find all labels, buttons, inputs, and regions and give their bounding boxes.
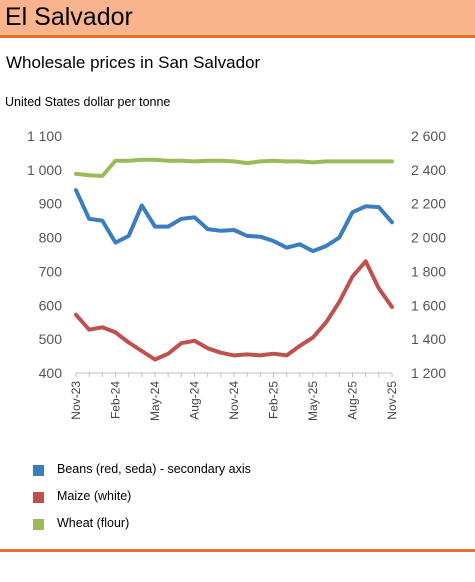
country-title: El Salvador [5, 3, 133, 31]
y-right-tick-label: 1 800 [411, 263, 446, 279]
x-tick-label: May-24 [148, 381, 162, 421]
legend-swatch-wheat [33, 519, 44, 530]
y-left-tick-label: 1 000 [27, 162, 62, 178]
unit-label: United States dollar per tonne [5, 95, 171, 109]
y-left-tick-label: 800 [39, 230, 63, 246]
x-tick-label: Nov-25 [385, 381, 399, 420]
title-banner: El Salvador [0, 0, 475, 38]
x-tick-label: Feb-25 [267, 381, 281, 419]
y-right-tick-label: 1 400 [411, 331, 446, 347]
series-line-wheat [74, 157, 394, 178]
y-left-tick-label: 600 [39, 297, 63, 313]
x-tick-label: May-25 [306, 381, 320, 421]
chart-subtitle: Wholesale prices in San Salvador [6, 53, 261, 72]
legend-swatch-maize [33, 492, 44, 503]
y-right-tick-label: 2 600 [411, 128, 446, 144]
legend-label-maize: Maize (white) [57, 489, 132, 503]
y-right-tick-label: 2 000 [411, 230, 446, 246]
y-right-tick-label: 2 200 [411, 196, 446, 212]
series-line-beans [74, 188, 394, 254]
y-right-tick-label: 1 600 [411, 297, 446, 313]
y-right-tick-label: 1 200 [411, 365, 446, 381]
series-line-maize [74, 259, 394, 362]
legend-swatch-beans [33, 465, 44, 476]
legend-label-beans: Beans (red, seda) - secondary axis [57, 462, 251, 476]
x-tick-label: Aug-24 [188, 381, 202, 420]
y-left-tick-label: 900 [39, 196, 63, 212]
y-left-tick-label: 1 100 [27, 128, 62, 144]
legend-label-wheat: Wheat (flour) [57, 516, 130, 530]
x-tick-label: Aug-25 [346, 381, 360, 420]
y-left-tick-label: 500 [39, 331, 63, 347]
y-left-tick-label: 400 [39, 365, 63, 381]
x-tick-label: Nov-24 [227, 381, 241, 420]
x-tick-label: Nov-23 [69, 381, 83, 420]
price-chart: 1 100 1 000 900 800 700 600 500 400 2 600 2 400 2 … [27, 128, 446, 421]
y-right-tick-label: 2 400 [411, 162, 446, 178]
y-left-tick-label: 700 [39, 263, 63, 279]
x-tick-label: Feb-24 [109, 381, 123, 419]
footer-rule [0, 549, 475, 552]
